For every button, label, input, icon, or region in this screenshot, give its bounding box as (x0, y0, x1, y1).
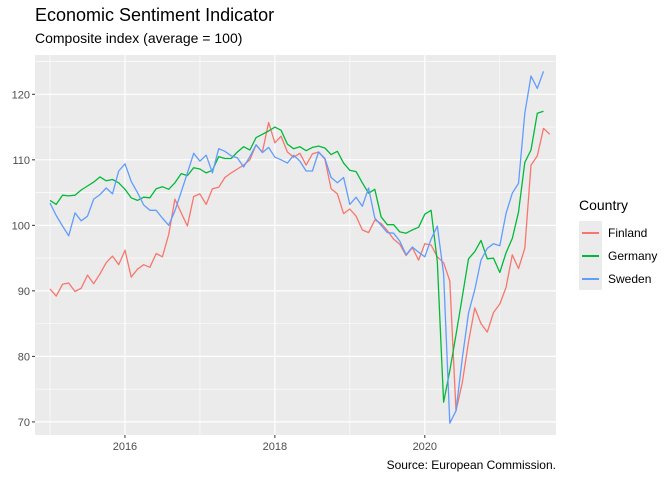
legend-swatch-germany (582, 255, 599, 257)
series-lines (49, 71, 551, 424)
chart-subtitle: Composite index (average = 100) (35, 30, 243, 46)
x-tick-label: 2018 (263, 441, 287, 453)
legend-key-germany (579, 244, 602, 267)
series-line-sweden (49, 71, 545, 424)
y-axis: 70 80 90 100 110 120 (12, 89, 35, 429)
plot-panel (35, 55, 556, 435)
legend-label-sweden: Sweden (608, 271, 652, 286)
legend-item-finland: Finland (579, 221, 657, 244)
chart-caption: Source: European Commission. (386, 458, 556, 472)
legend-key-sweden (579, 267, 602, 290)
legend-item-sweden: Sweden (579, 267, 657, 290)
series-line-germany (49, 110, 544, 403)
series-line-finland (49, 121, 551, 412)
legend-swatch-finland (582, 232, 599, 234)
legend-label-finland: Finland (608, 225, 648, 240)
y-tick-label: 70 (18, 417, 30, 429)
legend-title: Country (579, 197, 629, 213)
major-gridlines (35, 55, 556, 435)
y-tick-label: 90 (18, 286, 30, 298)
legend-key-finland (579, 221, 602, 244)
chart-title: Economic Sentiment Indicator (35, 5, 275, 25)
y-tick-label: 120 (12, 89, 30, 101)
y-tick-label: 80 (18, 351, 30, 363)
x-tick-label: 2020 (413, 441, 437, 453)
x-tick-label: 2016 (113, 441, 137, 453)
legend-item-germany: Germany (579, 244, 657, 267)
y-tick-label: 110 (12, 155, 30, 167)
legend-swatch-sweden (582, 278, 599, 280)
y-tick-label: 100 (12, 220, 30, 232)
x-axis: 2016 2018 2020 (113, 435, 437, 453)
legend: Country Finland Germany Sweden (579, 197, 657, 290)
legend-label-germany: Germany (608, 248, 658, 263)
